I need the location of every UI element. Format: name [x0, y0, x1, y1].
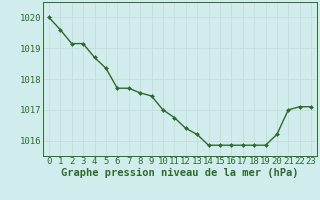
- X-axis label: Graphe pression niveau de la mer (hPa): Graphe pression niveau de la mer (hPa): [61, 168, 299, 178]
